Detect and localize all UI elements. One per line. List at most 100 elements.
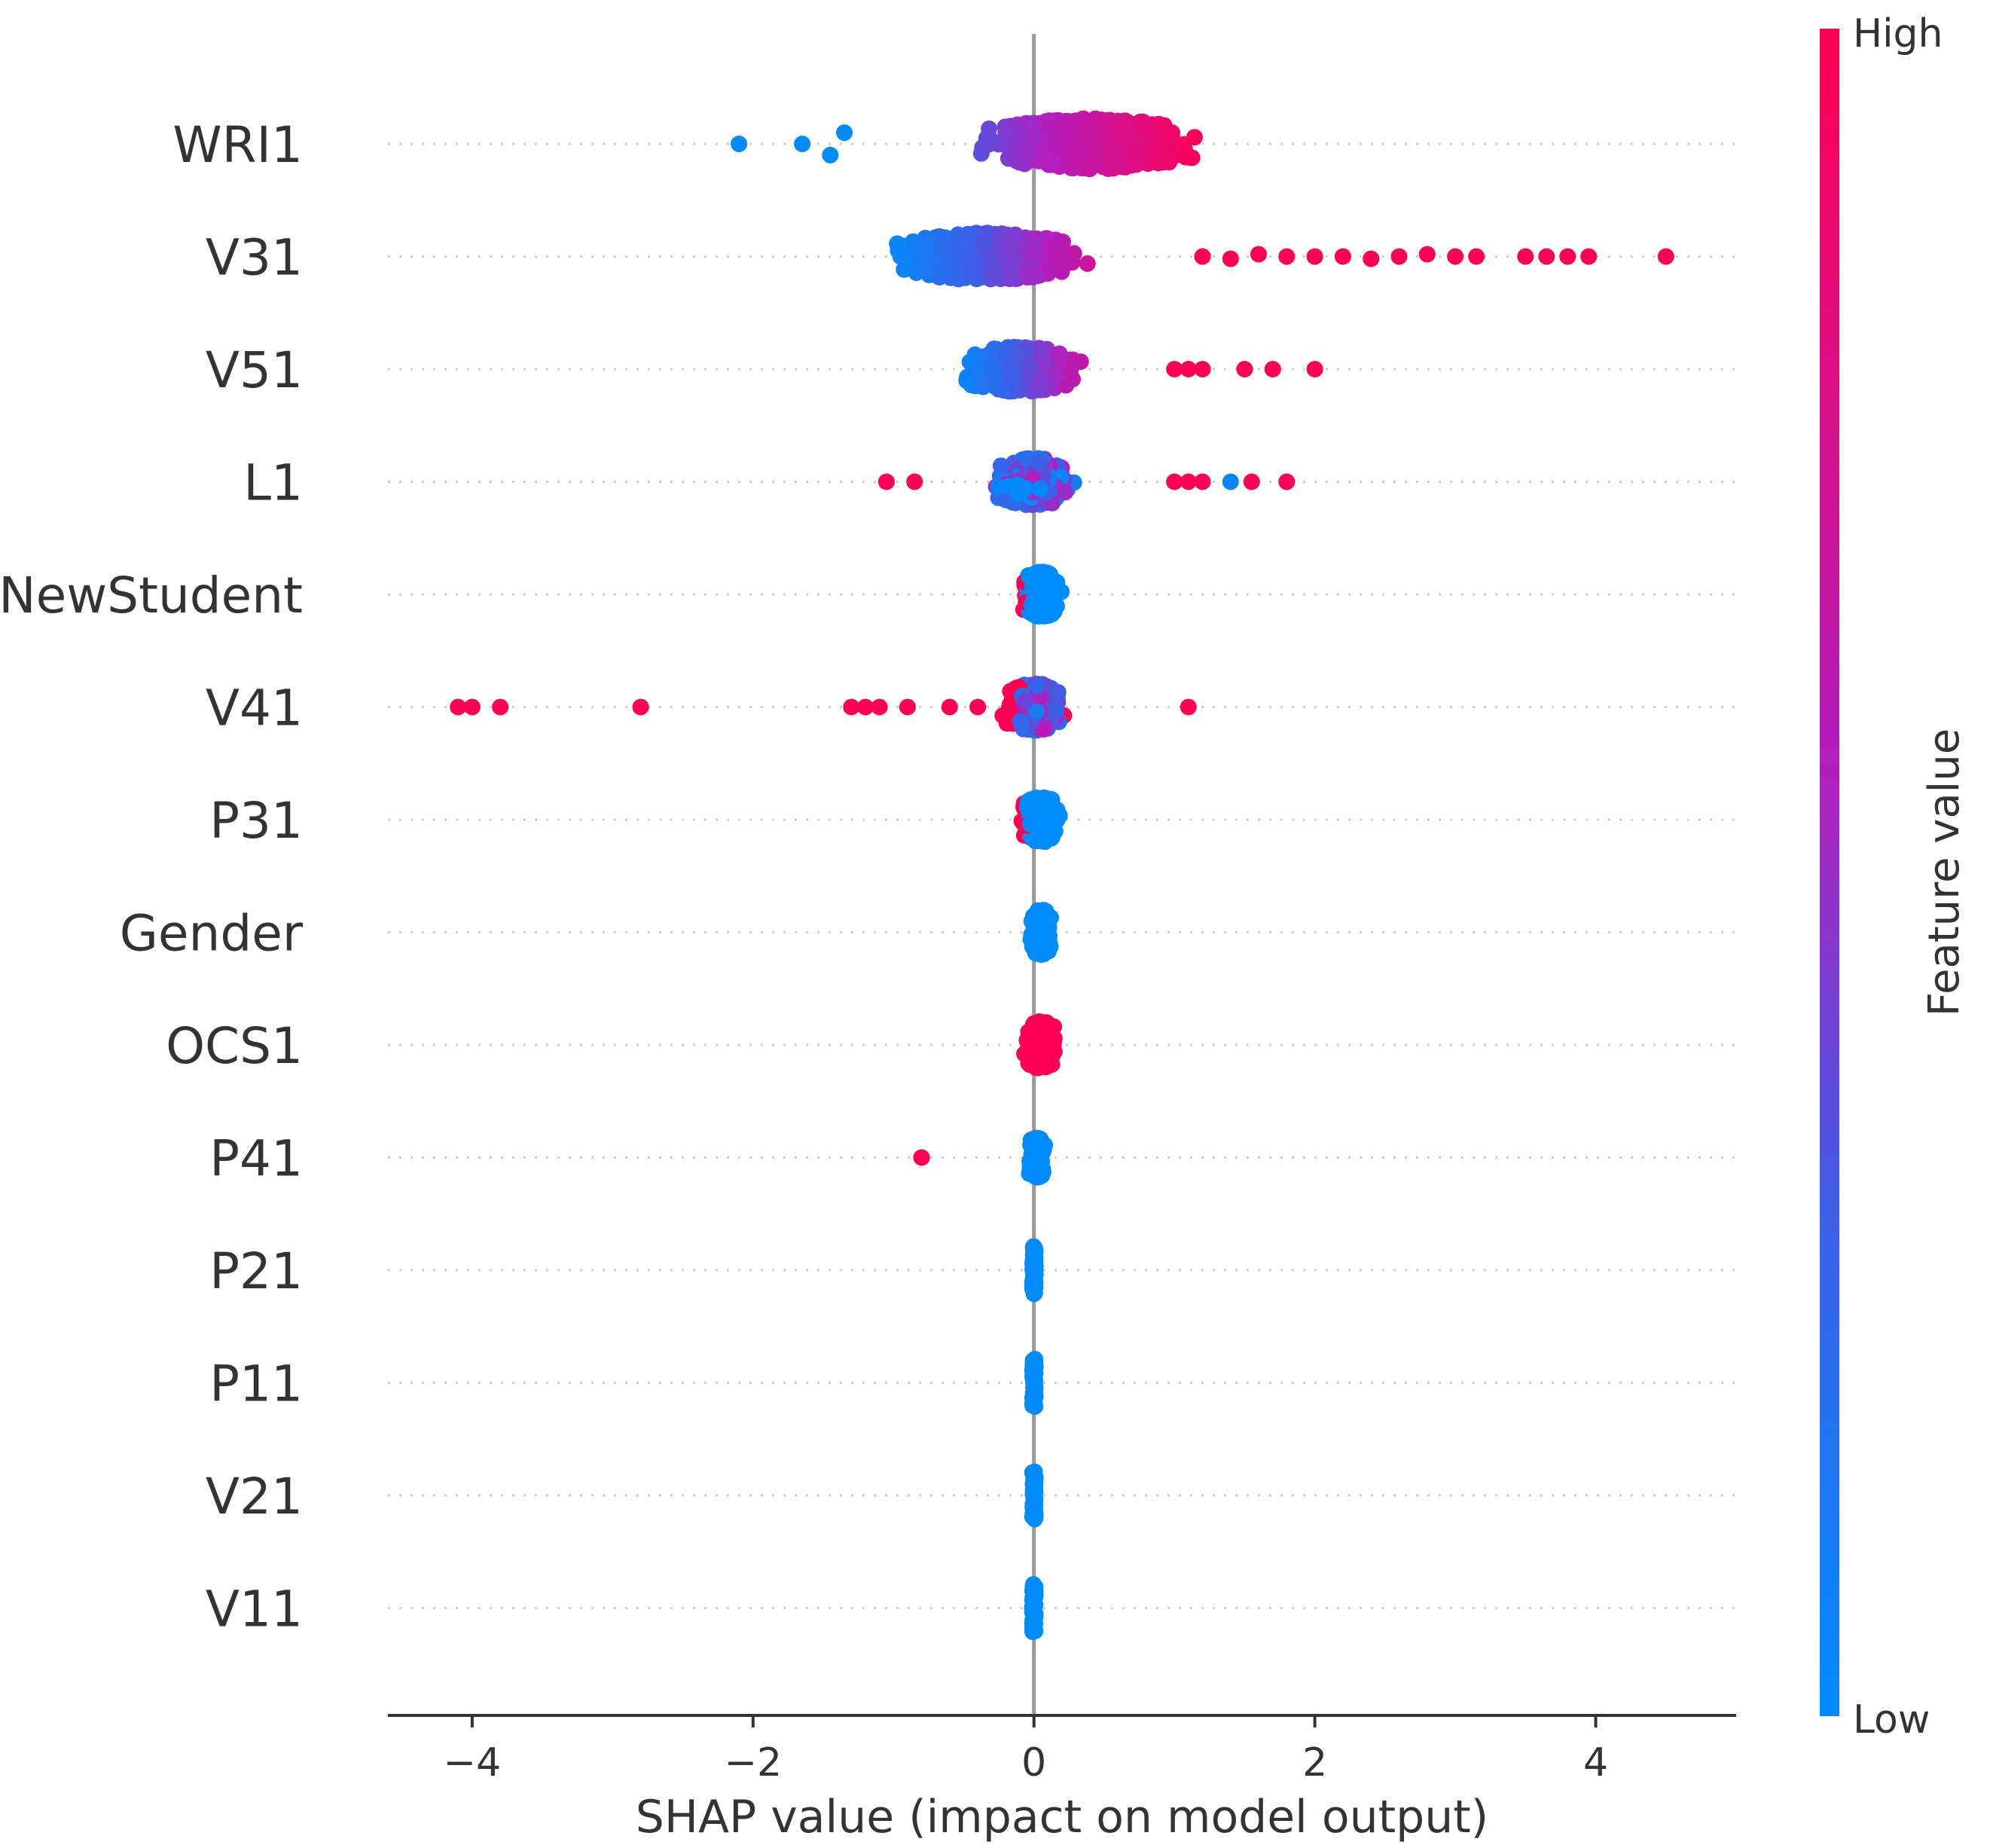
dot-V31 (911, 250, 928, 267)
feature-label-P41: P41 (209, 1130, 303, 1188)
dot-OCS1 (1045, 1031, 1062, 1049)
feature-label-P31: P31 (209, 792, 303, 850)
dot-V41 (1000, 699, 1018, 716)
feature-label-P11: P11 (209, 1355, 303, 1413)
x-tick-label: −2 (724, 1740, 782, 1785)
dot-WRI1 (1101, 111, 1119, 129)
dot-V31 (1044, 236, 1061, 253)
dot-V31 (1222, 250, 1239, 267)
dot-L1 (1166, 473, 1183, 490)
dot-V51 (1064, 371, 1081, 388)
x-tick-label: 4 (1583, 1740, 1608, 1785)
colorbar: High Low Feature value (1820, 11, 1969, 1743)
dot-P11 (1027, 1397, 1044, 1415)
feature-label-P21: P21 (209, 1242, 303, 1300)
dot-WRI1 (1126, 145, 1143, 163)
dot-V41 (632, 698, 649, 716)
dot-V41 (1180, 698, 1197, 716)
colorbar-high-label: High (1853, 11, 1943, 57)
dot-WRI1 (1063, 127, 1080, 145)
dot-V51 (1033, 372, 1050, 389)
dot-V31 (945, 269, 962, 286)
dot-V31 (1468, 248, 1485, 265)
dot-WRI1 (978, 130, 995, 147)
dot-L1 (1194, 473, 1211, 490)
dot-V31 (966, 268, 984, 286)
dot-V51 (1180, 361, 1197, 377)
dot-V31 (1538, 248, 1555, 265)
dot-V41 (843, 698, 860, 716)
dot-V31 (1559, 248, 1576, 265)
dot-WRI1 (1017, 115, 1034, 132)
dot-V31 (951, 236, 968, 253)
colorbar-low-label: Low (1853, 1697, 1930, 1743)
dot-P31 (1033, 794, 1051, 811)
dot-V51 (983, 361, 1000, 378)
dot-L1 (1018, 450, 1035, 467)
dot-V41 (1049, 683, 1067, 701)
dot-P31 (1021, 799, 1038, 816)
feature-label-WRI1: WRI1 (172, 116, 303, 174)
dot-L1 (906, 473, 923, 490)
dot-L1 (1180, 473, 1197, 490)
dot-V31 (1390, 248, 1408, 265)
dot-WRI1 (1155, 118, 1172, 136)
dot-WRI1 (1104, 146, 1122, 163)
dot-L1 (1031, 454, 1048, 471)
dot-V31 (1334, 248, 1351, 265)
dot-V31 (908, 264, 925, 281)
dot-V51 (1064, 351, 1082, 368)
dot-V41 (463, 698, 481, 716)
x-tick-label: 0 (1021, 1740, 1046, 1785)
dot-V51 (1036, 356, 1053, 373)
dot-P41 (1027, 1134, 1044, 1151)
feature-label-V41: V41 (206, 680, 303, 738)
dot-V31 (889, 235, 906, 252)
dot-L1 (1017, 480, 1034, 496)
dot-WRI1 (1068, 142, 1085, 160)
dot-WRI1 (1078, 129, 1095, 146)
dot-WRI1 (1116, 116, 1133, 133)
dot-V51 (1194, 361, 1211, 377)
dot-V51 (1019, 356, 1036, 373)
dot-WRI1 (1042, 153, 1059, 170)
dot-V51 (984, 373, 1002, 390)
feature-label-V31: V31 (206, 229, 303, 287)
feature-label-OCS1: OCS1 (166, 1017, 303, 1075)
dot-V31 (1447, 248, 1464, 265)
dot-L1 (990, 478, 1007, 496)
dot-V41 (1017, 692, 1034, 710)
feature-label-NewStudent: NewStudent (0, 567, 303, 625)
dot-P21 (1025, 1285, 1042, 1303)
dot-V31 (1418, 246, 1436, 263)
x-tick-label: −4 (444, 1740, 502, 1785)
dot-V41 (1027, 703, 1045, 720)
dot-V41 (899, 698, 916, 716)
x-axis: −4 −2 0 2 4 (388, 1714, 1736, 1785)
dot-V31 (1054, 252, 1072, 270)
dot-Gender (1039, 942, 1057, 960)
dot-WRI1 (1180, 148, 1197, 166)
dot-V31 (975, 232, 992, 249)
dot-NewStudent (1033, 577, 1051, 594)
dot-V41 (871, 698, 888, 716)
dot-V41 (1035, 721, 1052, 738)
dot-V31 (1250, 246, 1267, 263)
dot-V31 (1580, 248, 1598, 265)
x-tick-label: 2 (1302, 1740, 1327, 1785)
dot-OCS1 (1021, 1023, 1039, 1040)
dot-WRI1 (794, 136, 811, 152)
dot-P41 (1027, 1154, 1044, 1171)
dot-L1 (1243, 473, 1260, 490)
dot-WRI1 (1118, 129, 1135, 146)
dot-V51 (1166, 361, 1183, 377)
dot-V51 (969, 362, 986, 379)
dot-V31 (917, 230, 934, 246)
dot-V41 (492, 698, 509, 716)
dot-V41 (941, 698, 958, 716)
dot-V51 (1306, 361, 1323, 377)
dot-WRI1 (1175, 136, 1192, 153)
dot-V31 (1006, 233, 1022, 249)
dot-V31 (1517, 248, 1534, 265)
